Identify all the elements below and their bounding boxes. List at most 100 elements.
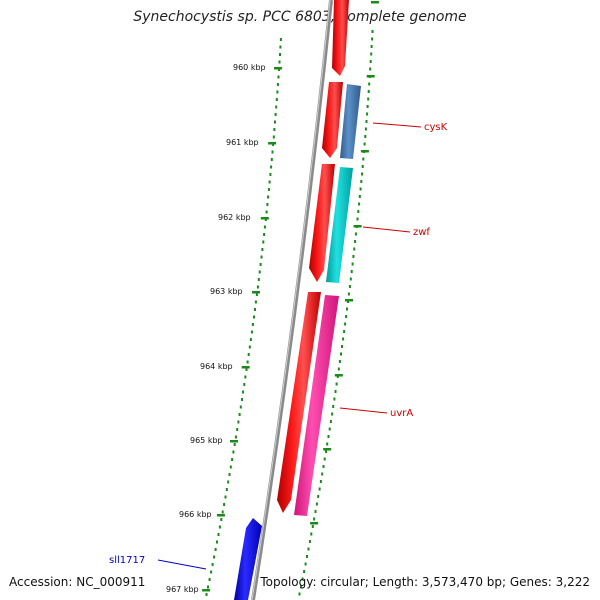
- gene-arrow-upper[interactable]: [332, 0, 349, 76]
- ruler-dot: [357, 210, 360, 213]
- ruler-major-tick: [360, 150, 369, 153]
- ruler-dot: [341, 345, 343, 348]
- ruler-dot: [329, 420, 332, 423]
- gene-arrow-sll1717[interactable]: [234, 518, 262, 600]
- ruler-dot: [366, 105, 369, 108]
- ruler-dot: [275, 98, 278, 101]
- feature-uvrA[interactable]: [294, 295, 339, 516]
- ruler-major-tick: [216, 514, 225, 517]
- ruler-dot: [279, 45, 282, 49]
- ruler-major-tick: [268, 142, 277, 145]
- ruler-dot: [234, 435, 237, 439]
- gene-arrow-uvrA[interactable]: [277, 292, 321, 513]
- ruler-dot: [257, 278, 260, 281]
- ruler-dot: [263, 233, 266, 236]
- ruler-dot: [221, 510, 224, 514]
- ruler-dot: [274, 113, 277, 116]
- gene-label-zwf[interactable]: zwf: [413, 227, 430, 238]
- ruler-dot: [220, 518, 223, 521]
- ruler-dot: [265, 210, 268, 214]
- ruler-dot: [311, 525, 314, 528]
- ruler-dot: [216, 540, 218, 544]
- feature-cysK[interactable]: [340, 84, 361, 159]
- ruler-dot: [337, 367, 340, 371]
- tick-label-965: 965 kbp: [190, 436, 223, 445]
- ruler-major-tick: [252, 291, 260, 294]
- ruler-dot: [231, 458, 234, 461]
- ruler-dot: [326, 442, 329, 446]
- ruler-dot: [223, 503, 226, 506]
- ruler-dot: [317, 495, 320, 498]
- ruler-dot: [262, 240, 265, 244]
- tick-label-967: 967 kbp: [166, 585, 199, 594]
- ruler-dot: [369, 67, 372, 71]
- ruler-dot: [249, 338, 252, 341]
- ruler-dot: [323, 457, 326, 461]
- gene-arrow-cysK[interactable]: [322, 82, 343, 158]
- ruler-dot: [269, 173, 272, 176]
- ruler-major-tick: [202, 589, 211, 592]
- ruler-dot: [244, 375, 247, 379]
- ruler-major-tick: [310, 522, 319, 525]
- ruler-dot: [253, 315, 255, 319]
- ruler-dot: [328, 427, 331, 431]
- ruler-major-tick: [345, 299, 353, 302]
- feature-zwf[interactable]: [326, 167, 353, 283]
- ruler-dot: [272, 135, 275, 139]
- ruler-dot: [218, 525, 221, 529]
- tick-label-960: 960 kbp: [233, 63, 266, 72]
- ruler-dot: [321, 472, 324, 476]
- ruler-dot: [243, 383, 246, 386]
- ruler-dot: [275, 105, 278, 109]
- ruler-dot: [331, 412, 334, 416]
- genome-backbone: [251, 0, 333, 600]
- ruler-dot: [327, 435, 330, 438]
- ruler-dot: [359, 187, 362, 191]
- ruler-dot: [245, 368, 248, 371]
- ruler-dot: [248, 345, 251, 349]
- ruler-dot: [322, 465, 325, 468]
- ruler-major-tick: [230, 440, 238, 443]
- ruler-dot: [276, 83, 279, 86]
- ruler-dot: [370, 52, 373, 56]
- ruler-dot: [301, 577, 304, 581]
- ruler-dot: [369, 60, 372, 63]
- outer-ruler: [298, 1, 379, 596]
- ruler-dot: [358, 202, 361, 206]
- ruler-dot: [325, 450, 327, 453]
- gene-label-cysK[interactable]: cysK: [424, 122, 448, 133]
- tick-label-964: 964 kbp: [200, 362, 233, 371]
- ruler-dot: [279, 53, 281, 56]
- ruler-dot: [351, 262, 354, 266]
- ruler-dot: [354, 232, 357, 236]
- ruler-dot: [340, 352, 342, 356]
- ruler-dot: [246, 360, 249, 364]
- ruler-dot: [350, 270, 353, 273]
- ruler-dot: [318, 487, 321, 491]
- ruler-dot: [239, 405, 242, 409]
- ruler-dot: [314, 510, 317, 513]
- ruler-dot: [232, 450, 235, 454]
- tick-label-963: 963 kbp: [210, 287, 243, 296]
- ruler-dot: [229, 465, 232, 469]
- ruler-dot: [346, 307, 348, 311]
- ruler-dot: [274, 120, 276, 124]
- gene-arrow-zwf[interactable]: [309, 164, 335, 282]
- gene-label-sll1717[interactable]: sll1717: [109, 555, 145, 566]
- ruler-dot: [343, 330, 346, 333]
- ruler-dot: [364, 135, 367, 138]
- gene-label-uvrA[interactable]: uvrA: [390, 408, 413, 419]
- zwf-leader-line: [362, 226, 411, 233]
- ruler-dot: [367, 90, 370, 93]
- map-title: Synechocystis sp. PCC 6803, complete gen…: [133, 9, 467, 25]
- ruler-major-tick: [274, 67, 282, 70]
- ruler-dot: [319, 480, 322, 483]
- ruler-dot: [258, 270, 261, 274]
- ruler-dot: [348, 285, 351, 288]
- genome-backbone-highlight: [251, 0, 331, 600]
- ruler-dot: [210, 570, 213, 574]
- ruler-dot: [353, 247, 356, 251]
- ruler-dot: [261, 248, 264, 251]
- ruler-dot: [241, 398, 243, 401]
- ruler-dot: [225, 488, 228, 491]
